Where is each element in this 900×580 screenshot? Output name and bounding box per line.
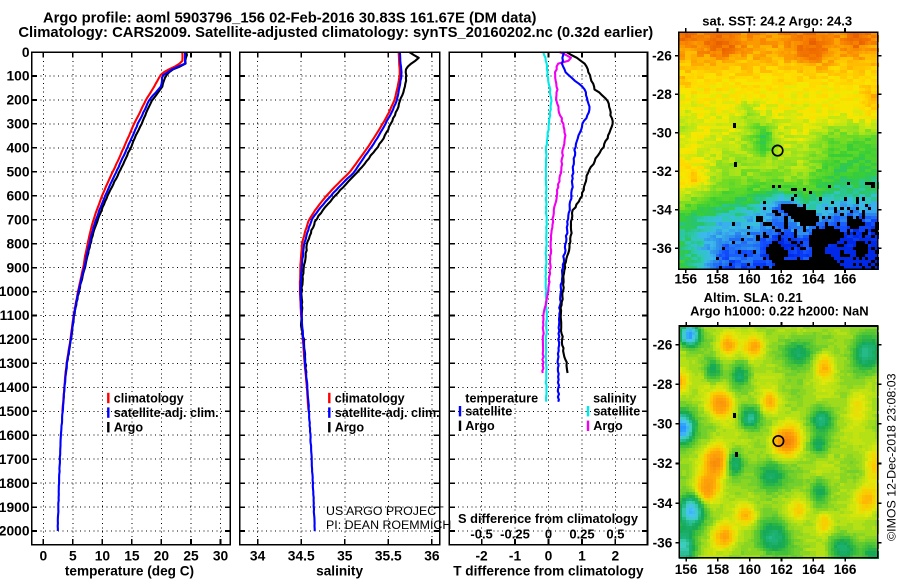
svg-text:100: 100: [6, 69, 29, 84]
svg-text:Argo profile: aoml 5903796_156: Argo profile: aoml 5903796_156 02-Feb-20…: [43, 10, 537, 26]
svg-text:S difference from climatology: S difference from climatology: [458, 511, 639, 526]
svg-text:temperature (deg C): temperature (deg C): [65, 563, 194, 578]
svg-text:600: 600: [6, 189, 29, 204]
svg-text:25: 25: [183, 549, 199, 564]
svg-text:5: 5: [69, 549, 77, 564]
svg-text:Argo: Argo: [335, 421, 365, 435]
svg-text:1400: 1400: [0, 380, 30, 395]
svg-text:climatology: climatology: [335, 391, 405, 405]
svg-text:34.5: 34.5: [288, 549, 315, 564]
svg-text:1000: 1000: [0, 284, 30, 299]
svg-text:0: 0: [545, 526, 552, 541]
svg-text:1900: 1900: [0, 500, 30, 515]
svg-text:1500: 1500: [0, 404, 30, 419]
svg-text:-2: -2: [475, 549, 488, 564]
svg-text:climatology: climatology: [114, 391, 184, 405]
svg-text:1300: 1300: [0, 356, 30, 371]
svg-text:700: 700: [6, 212, 29, 227]
svg-text:0: 0: [22, 45, 30, 60]
svg-text:Argo: Argo: [465, 419, 495, 433]
svg-text:salinity: salinity: [593, 391, 636, 405]
svg-text:US ARGO PROJECT: US ARGO PROJECT: [326, 504, 444, 518]
svg-text:satellite-adj. clim.: satellite-adj. clim.: [335, 406, 440, 420]
svg-text:800: 800: [6, 236, 29, 251]
svg-text:900: 900: [6, 260, 29, 275]
svg-text:salinity: salinity: [316, 563, 363, 578]
svg-text:-0.25: -0.25: [500, 526, 530, 541]
svg-text:1700: 1700: [0, 452, 30, 467]
svg-text:35: 35: [337, 549, 353, 564]
svg-text:0.5: 0.5: [606, 526, 624, 541]
svg-text:1600: 1600: [0, 428, 30, 443]
svg-text:-0.5: -0.5: [470, 526, 492, 541]
svg-text:Argo: Argo: [114, 421, 144, 435]
svg-text:2000: 2000: [0, 524, 30, 539]
svg-text:36: 36: [424, 549, 440, 564]
svg-text:1200: 1200: [0, 332, 30, 347]
svg-text:300: 300: [6, 117, 29, 132]
svg-text:-1: -1: [509, 549, 522, 564]
svg-text:400: 400: [6, 141, 29, 156]
svg-text:0: 0: [39, 549, 47, 564]
svg-text:34: 34: [250, 549, 266, 564]
svg-text:30: 30: [213, 549, 229, 564]
svg-text:temperature: temperature: [465, 391, 538, 405]
svg-text:satellite-adj. clim.: satellite-adj. clim.: [114, 406, 219, 420]
svg-text:0.25: 0.25: [569, 526, 594, 541]
svg-text:Argo: Argo: [593, 419, 623, 433]
svg-text:15: 15: [124, 549, 140, 564]
svg-text:satellite: satellite: [465, 405, 512, 419]
svg-text:0: 0: [545, 549, 553, 564]
svg-text:35.5: 35.5: [375, 549, 402, 564]
svg-text:20: 20: [154, 549, 170, 564]
svg-text:500: 500: [6, 165, 29, 180]
svg-text:1800: 1800: [0, 476, 30, 491]
svg-text:2: 2: [612, 549, 620, 564]
svg-text:1100: 1100: [0, 308, 30, 323]
svg-text:T difference from climatology: T difference from climatology: [453, 563, 644, 578]
svg-text:satellite: satellite: [593, 405, 640, 419]
svg-text:PI: DEAN ROEMMICH: PI: DEAN ROEMMICH: [326, 518, 451, 532]
svg-text:1: 1: [578, 549, 586, 564]
svg-text:10: 10: [95, 549, 111, 564]
svg-text:200: 200: [6, 93, 29, 108]
svg-text:Climatology: CARS2009. Satelli: Climatology: CARS2009. Satellite-adjuste…: [18, 25, 653, 41]
